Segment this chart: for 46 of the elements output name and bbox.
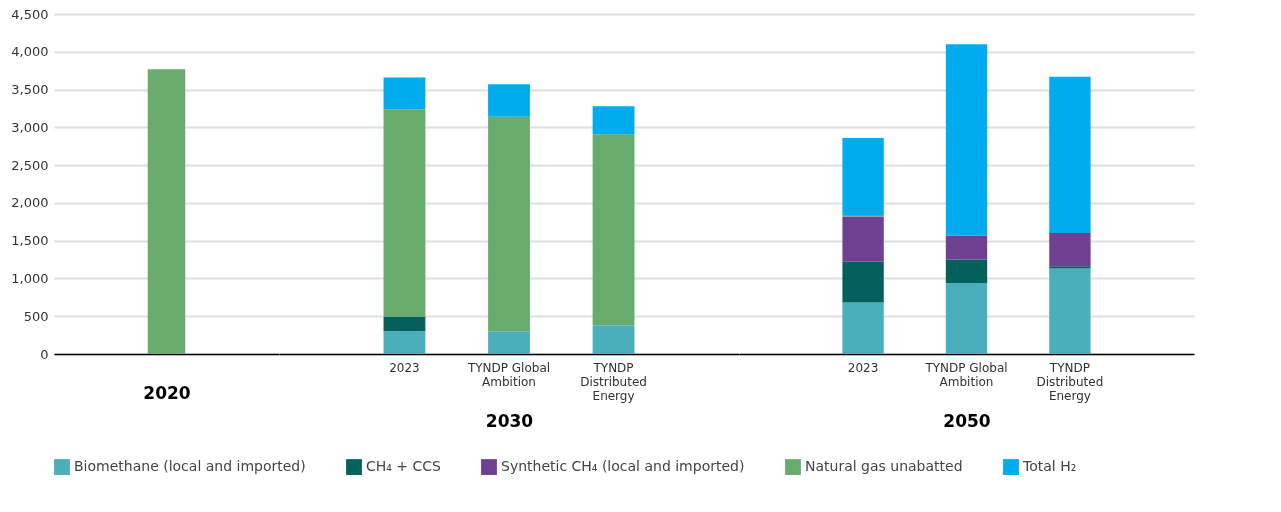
y-tick-label: 2,500 (11, 157, 49, 173)
y-tick-label: 4,000 (11, 44, 49, 60)
bar (488, 331, 530, 354)
bar (945, 235, 988, 260)
x-tick-label: TYNDP Distributed Energy (580, 360, 647, 403)
bar (592, 325, 635, 354)
y-tick-label: 2,000 (11, 195, 49, 211)
bar (945, 44, 988, 236)
x-tick-label: TYNDP Global Ambition (924, 360, 1008, 389)
bar (1049, 268, 1091, 354)
bar (383, 109, 426, 317)
y-tick-label: 1,000 (11, 270, 49, 286)
bar (842, 137, 884, 215)
bar (592, 134, 635, 326)
legend-label: Total H₂ (1022, 458, 1077, 475)
x-axis-title: 2030 (485, 410, 534, 431)
bar (842, 302, 884, 354)
bar (1049, 233, 1091, 267)
x-axis-title: 2050 (943, 410, 991, 431)
bar (945, 282, 988, 354)
x-tick-label: 2023 (847, 360, 879, 375)
bar (1049, 266, 1091, 269)
x-tick-label: 2023 (389, 360, 420, 375)
x-tick-label: TYNDP Global Ambition (466, 360, 551, 389)
legend-label: Synthetic CH₄ (local and imported) (501, 458, 745, 475)
y-tick-label: 500 (23, 308, 49, 324)
bar (488, 84, 530, 117)
bar (383, 77, 426, 110)
legend-label: Natural gas unabatted (805, 458, 963, 475)
bar (488, 116, 530, 332)
y-tick-label: 3,000 (11, 119, 49, 135)
legend-label: CH₄ + CCS (366, 458, 442, 475)
y-tick-label: 3,500 (11, 82, 49, 98)
bar (842, 261, 884, 303)
y-tick-label: 0 (40, 346, 49, 362)
x-axis-title: 2020 (143, 382, 191, 403)
bar (842, 216, 884, 262)
y-tick-label: 1,500 (11, 233, 49, 249)
x-tick-label: TYNDP Distributed Energy (1036, 360, 1104, 403)
bar (383, 316, 426, 332)
bar (383, 331, 426, 354)
y-tick-label: 4,500 (11, 6, 49, 22)
legend-label: Biomethane (local and imported) (74, 458, 306, 475)
bar (592, 106, 635, 135)
bar (1049, 76, 1091, 234)
bar (945, 259, 988, 283)
